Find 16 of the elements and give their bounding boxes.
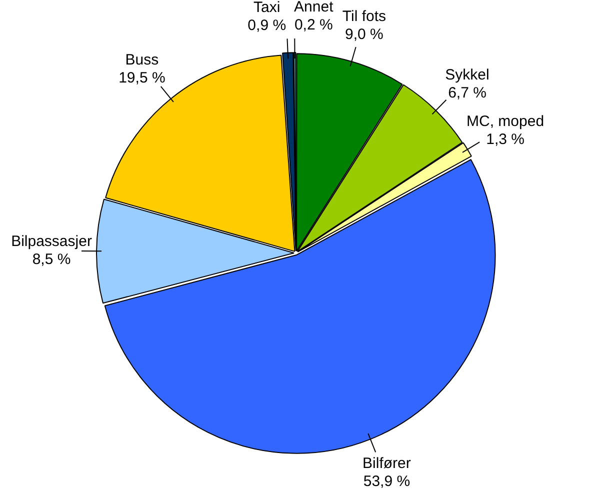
data-label: 53,9 % xyxy=(363,472,410,490)
slice-label: Sykkel xyxy=(445,66,490,84)
data-label: 8,5 % xyxy=(32,250,71,268)
slice-label: Bilfører xyxy=(362,454,411,472)
data-label: 6,7 % xyxy=(448,84,486,102)
slice-label: Til fots xyxy=(342,8,386,26)
slice-label: Buss xyxy=(125,52,159,68)
slice-label: Bilpassasjer xyxy=(11,232,92,250)
slice-label: Annet xyxy=(294,0,334,16)
data-label: 0,9 % xyxy=(248,16,286,34)
data-label: 0,2 % xyxy=(294,16,333,34)
data-label: 19,5 % xyxy=(118,70,166,86)
slice-label: Taxi xyxy=(254,0,280,16)
data-label: 9,0 % xyxy=(345,26,384,44)
slice-label: MC, moped xyxy=(466,112,544,130)
data-label: 1,3 % xyxy=(486,130,524,148)
